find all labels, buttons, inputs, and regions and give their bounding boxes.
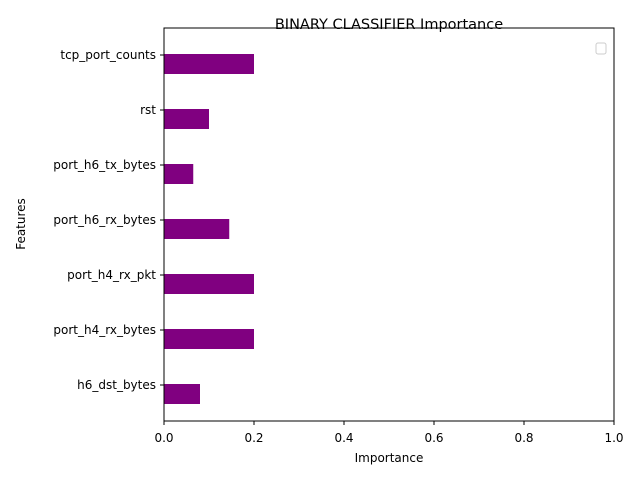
y-tick-label: rst <box>140 103 156 117</box>
y-tick-label: port_h4_rx_bytes <box>53 323 156 337</box>
y-axis-title: Features <box>14 198 28 250</box>
y-tick-label: port_h4_rx_pkt <box>67 268 156 282</box>
y-tick-label: tcp_port_counts <box>60 48 156 62</box>
bar-port-h6-rx-bytes <box>164 219 230 239</box>
x-tick-label: 0.0 <box>154 431 173 445</box>
x-tick-label: 0.8 <box>514 431 533 445</box>
x-axis: 0.0 0.2 0.4 0.6 0.8 1.0 <box>154 421 624 445</box>
y-axis: h6_dst_bytes port_h4_rx_bytes port_h4_rx_p… <box>53 48 164 392</box>
bar-port-h6-tx-bytes <box>164 164 194 184</box>
bar-rst <box>164 109 209 129</box>
y-tick-label: h6_dst_bytes <box>77 378 156 392</box>
y-tick-label: port_h6_rx_bytes <box>53 213 156 227</box>
x-tick-label: 1.0 <box>604 431 623 445</box>
bar-tcp-port-counts <box>164 54 254 74</box>
legend <box>595 42 607 55</box>
x-tick-label: 0.6 <box>424 431 443 445</box>
plot-frame <box>163 27 615 422</box>
x-tick-label: 0.4 <box>334 431 353 445</box>
bar-h6-dst-bytes <box>164 384 200 404</box>
bar-port-h4-rx-bytes <box>164 329 254 349</box>
bar-group <box>164 54 254 404</box>
y-tick-label: port_h6_tx_bytes <box>53 158 156 172</box>
x-tick-label: 0.2 <box>244 431 263 445</box>
chart-title: BINARY CLASSIFIER Importance <box>275 17 503 33</box>
x-axis-title: Importance <box>355 451 424 465</box>
bar-port-h4-rx-pkt <box>164 274 254 294</box>
